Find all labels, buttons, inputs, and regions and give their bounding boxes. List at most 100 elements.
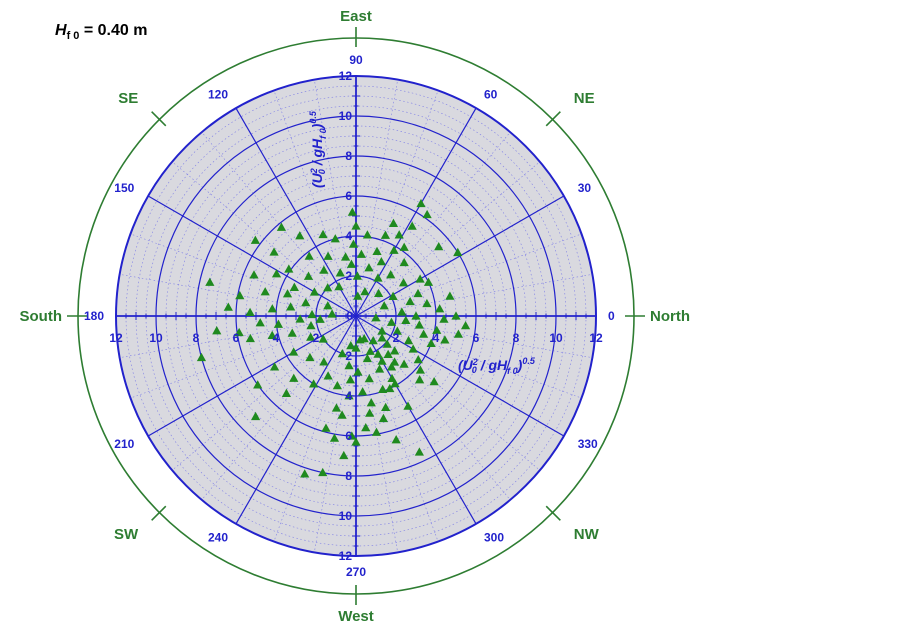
data-point: [426, 338, 436, 348]
major-grid-spoke: [235, 107, 357, 317]
major-grid-spoke: [235, 315, 357, 525]
data-point: [358, 387, 368, 396]
compass-label-nw: NW: [574, 526, 600, 543]
data-point: [347, 431, 357, 440]
data-point: [295, 314, 305, 323]
data-point: [403, 335, 414, 345]
radial-tick-label: 8: [345, 149, 352, 163]
data-point: [353, 367, 363, 376]
data-point: [386, 362, 397, 371]
data-point: [255, 318, 265, 327]
compass-label-west: West: [338, 608, 374, 625]
angle-tick-label: 30: [578, 181, 592, 195]
major-grid-spoke: [355, 315, 565, 437]
axis-label-part: 0.5: [308, 110, 318, 124]
data-point: [348, 239, 359, 248]
data-point: [269, 247, 279, 256]
data-point: [364, 374, 374, 383]
radial-tick-label: 6: [345, 189, 352, 203]
radial-tick-label: 4: [273, 331, 280, 345]
data-point: [401, 315, 411, 325]
data-point: [300, 469, 310, 478]
data-point: [306, 320, 316, 330]
major-grid-spoke: [355, 315, 477, 525]
data-point: [399, 257, 409, 267]
data-point: [385, 383, 395, 393]
data-point: [386, 317, 397, 326]
angle-tick-label: 60: [484, 87, 498, 101]
data-point: [416, 198, 426, 208]
data-point: [422, 298, 432, 308]
data-point: [445, 291, 455, 300]
data-point: [362, 353, 372, 363]
data-point: [434, 241, 444, 251]
major-grid-spoke: [147, 315, 357, 437]
axis-label-part: (U: [309, 172, 325, 188]
radial-tick-label: 4: [433, 331, 440, 345]
data-point: [360, 286, 370, 296]
data-point: [460, 320, 471, 330]
data-point: [405, 296, 415, 306]
compass-label-east: East: [340, 8, 372, 25]
data-point: [339, 450, 349, 460]
data-point: [276, 222, 287, 231]
data-point: [435, 304, 445, 313]
radial-tick-label: 0: [346, 309, 353, 323]
radial-tick-label: 10: [339, 109, 353, 123]
data-point: [389, 245, 399, 254]
radial-tick-label: 10: [339, 509, 353, 523]
radial-tick-label: 12: [339, 549, 353, 563]
axis-label-part: 0: [472, 365, 477, 375]
data-point: [337, 348, 347, 358]
data-point: [319, 265, 329, 274]
data-point: [346, 259, 357, 268]
data-point: [250, 235, 260, 244]
data-point: [352, 271, 362, 280]
data-point: [284, 264, 294, 273]
data-point: [407, 221, 417, 230]
data-point: [373, 349, 383, 358]
radial-tick-label: 2: [345, 269, 352, 283]
data-point: [289, 373, 299, 382]
data-point: [331, 403, 342, 412]
data-point: [432, 325, 442, 334]
data-point: [422, 209, 432, 219]
data-point: [303, 271, 314, 280]
data-point: [372, 246, 382, 256]
data-point: [379, 301, 389, 310]
data-point: [368, 335, 378, 345]
data-point: [287, 328, 297, 337]
data-point: [355, 335, 365, 344]
radial-tick-label: 12: [589, 331, 603, 345]
data-point: [386, 270, 396, 279]
data-point: [371, 427, 382, 436]
angle-tick-label: 90: [349, 53, 363, 67]
data-point: [319, 357, 329, 366]
data-point: [453, 329, 464, 338]
data-point: [391, 435, 401, 444]
axis-label-part: 2: [309, 168, 319, 174]
data-point: [388, 291, 398, 300]
data-point: [269, 362, 280, 371]
data-point: [315, 314, 325, 323]
data-point: [439, 314, 449, 323]
data-points: [196, 198, 471, 478]
data-point: [273, 319, 284, 328]
data-point: [388, 218, 399, 227]
data-point: [281, 388, 292, 397]
compass-tick: [545, 505, 561, 521]
data-point: [378, 413, 389, 423]
axis-label-part: 0.5: [522, 356, 536, 366]
compass-label-north: North: [650, 308, 690, 325]
angle-tick-label: 330: [578, 437, 598, 451]
data-point: [389, 357, 400, 366]
data-point: [423, 277, 434, 286]
data-point: [309, 287, 320, 296]
data-point: [267, 304, 277, 313]
radial-tick-label: 6: [473, 331, 480, 345]
compass-tick: [151, 505, 167, 521]
data-point: [415, 375, 425, 384]
data-point: [356, 249, 367, 258]
